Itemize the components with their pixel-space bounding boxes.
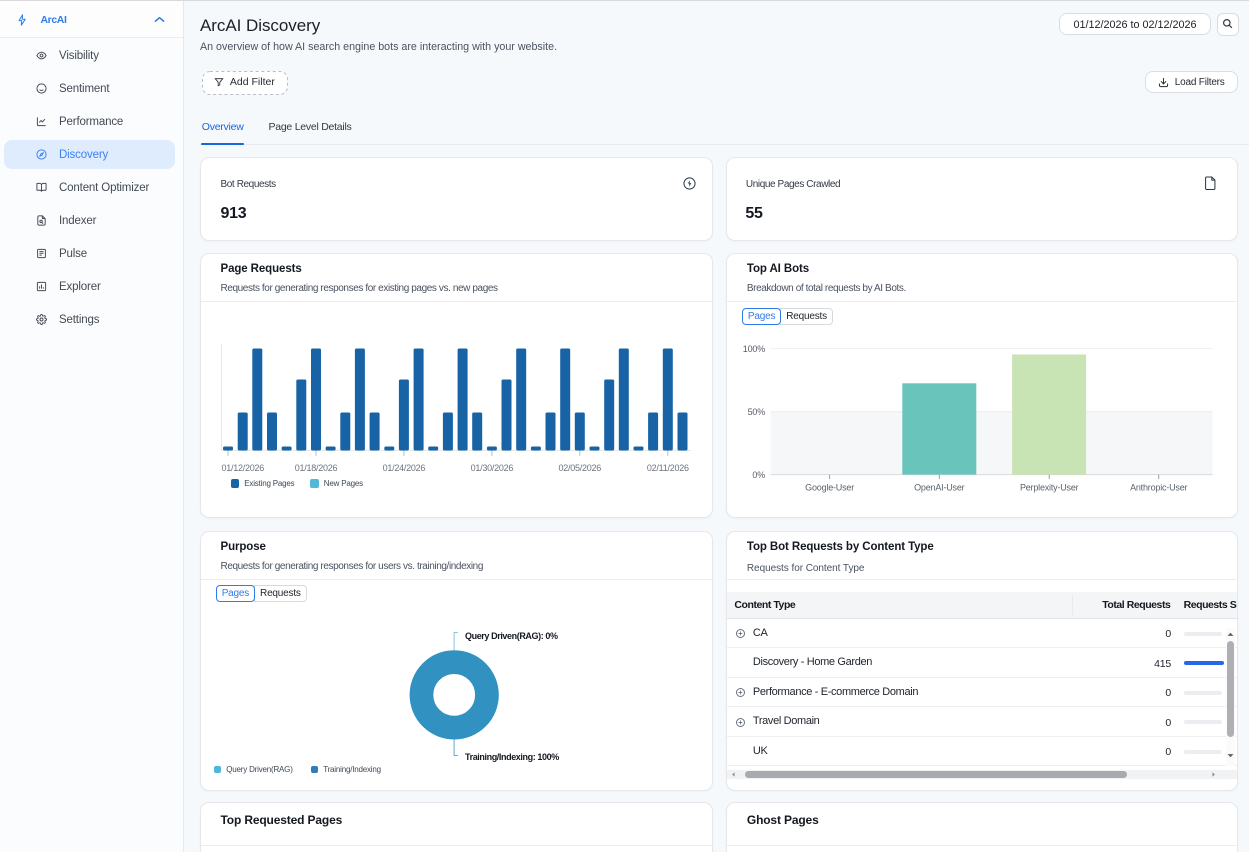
svg-text:100%: 100% [743,344,765,354]
svg-text:Training/Indexing: 100%: Training/Indexing: 100% [465,753,559,763]
svg-text:Query Driven(RAG): 0%: Query Driven(RAG): 0% [465,631,558,641]
svg-text:Google-User: Google-User [806,483,855,493]
svg-text:Perplexity-User: Perplexity-User [1020,483,1079,493]
svg-text:OpenAI-User: OpenAI-User [915,483,966,493]
svg-text:Anthropic-User: Anthropic-User [1130,483,1187,493]
svg-text:50%: 50% [748,407,766,417]
svg-text:0%: 0% [753,470,766,480]
